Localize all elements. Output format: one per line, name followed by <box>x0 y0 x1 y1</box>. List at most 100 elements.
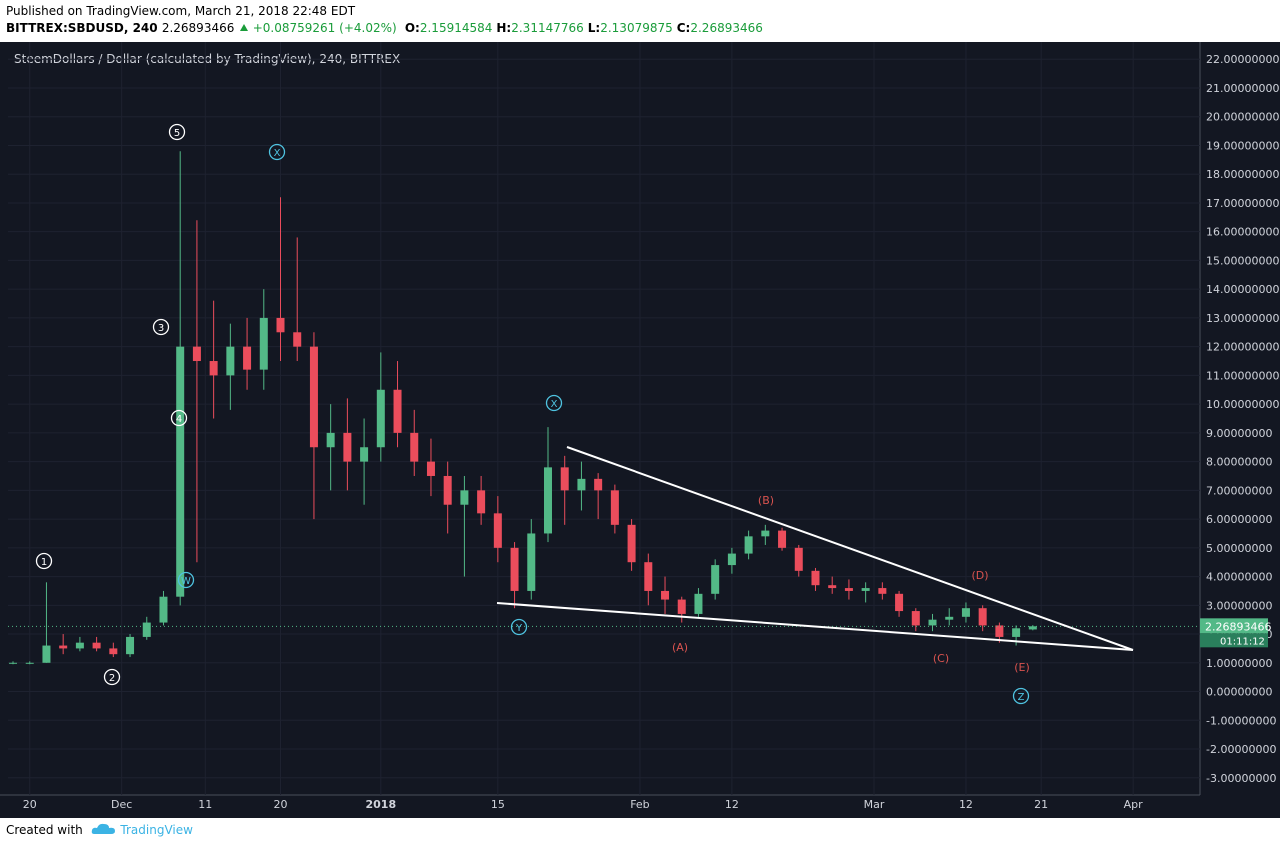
last: 2.26893466 <box>161 21 235 35</box>
wave-circle <box>1012 687 1030 705</box>
wave-circle <box>510 618 528 636</box>
y-tick-label: 18.00000000 <box>1206 168 1279 181</box>
y-tick-label: 22.00000000 <box>1206 53 1279 66</box>
wave-label: 2 <box>109 673 115 684</box>
candle-body <box>426 461 435 476</box>
wave-label: 1 <box>41 557 47 568</box>
candle-body <box>25 662 34 664</box>
candle-body <box>560 467 569 491</box>
y-tick-label: 15.00000000 <box>1206 254 1279 267</box>
candle-body <box>9 662 18 664</box>
candle-body <box>694 593 703 614</box>
candle-body <box>460 490 469 505</box>
candle-body <box>293 332 302 347</box>
y-tick-label: 21.00000000 <box>1206 82 1279 95</box>
header: Published on TradingView.com, March 21, … <box>0 0 1280 42</box>
wave-label: 4 <box>176 414 182 425</box>
y-tick-label: 14.00000000 <box>1206 283 1279 296</box>
wave-circle <box>168 123 186 141</box>
candle-body <box>126 636 135 655</box>
candle-body <box>243 346 252 370</box>
candle-body <box>861 588 870 591</box>
y-tick-label: 8.00000000 <box>1206 456 1272 469</box>
candle-body <box>577 478 586 491</box>
candle-body <box>627 524 636 563</box>
y-tick-label: 3.00000000 <box>1206 599 1272 612</box>
wave-label: Z <box>1018 692 1025 703</box>
y-tick-label: 13.00000000 <box>1206 312 1279 325</box>
ohlc-label: H: <box>496 21 512 35</box>
x-tick-label: 2018 <box>366 798 397 811</box>
x-tick-label: Feb <box>630 798 649 811</box>
x-tick-label: 20 <box>274 798 288 811</box>
candle-body <box>978 608 987 626</box>
wave-label: Y <box>515 623 523 634</box>
candle-body <box>844 588 853 591</box>
trend-line <box>496 602 1134 651</box>
candle-body <box>393 389 402 433</box>
y-tick-label: -3.00000000 <box>1206 772 1276 785</box>
candle-body <box>443 475 452 505</box>
ohlc-label: O: <box>404 21 420 35</box>
candle-body <box>259 317 268 370</box>
y-tick-label: 0.00000000 <box>1206 686 1272 699</box>
trend-line <box>566 446 1134 651</box>
candle-body <box>75 642 84 649</box>
candle-body <box>42 645 51 663</box>
wave-label: X <box>274 148 281 159</box>
countdown-bg <box>1200 633 1268 648</box>
y-tick-label: 1.00000000 <box>1206 657 1272 670</box>
ohlc: O:2.15914584 H:2.31147766 L:2.13079875 C:2.… <box>401 21 763 35</box>
candle-body <box>711 565 720 594</box>
x-tick-label: Dec <box>111 798 132 811</box>
x-tick-label: 20 <box>23 798 37 811</box>
x-tick-label: 21 <box>1034 798 1048 811</box>
candle-body <box>761 530 770 537</box>
candle-body <box>610 490 619 525</box>
candle-body <box>778 530 787 548</box>
change: +0.08759261 (+4.02%) <box>252 21 397 35</box>
candle-body <box>477 490 486 514</box>
candle-body <box>1012 628 1021 637</box>
candle-body <box>276 317 285 333</box>
up-arrow <box>239 24 248 31</box>
wave-label: (D) <box>971 569 988 582</box>
candle-body <box>794 547 803 571</box>
ohlc-value: 2.15914584 <box>419 21 493 35</box>
candle-body <box>142 622 151 637</box>
y-tick-label: 6.00000000 <box>1206 513 1272 526</box>
ohlc-value: 2.26893466 <box>690 21 763 35</box>
candle-body <box>376 389 385 448</box>
x-tick-label: Mar <box>864 798 885 811</box>
wave-circle <box>152 318 170 336</box>
candle-body <box>727 553 736 566</box>
candle-body <box>343 432 352 462</box>
ohlc-label: C: <box>676 21 691 35</box>
symbol: BITTREX:SBDUSD, 240 <box>6 21 158 35</box>
y-tick-label: 16.00000000 <box>1206 226 1279 239</box>
candle-body <box>510 547 519 591</box>
y-tick-label: -1.00000000 <box>1206 714 1276 727</box>
y-tick-label: 10.00000000 <box>1206 398 1279 411</box>
candle-body <box>677 599 686 614</box>
y-tick-label: 19.00000000 <box>1206 139 1279 152</box>
candle-body <box>828 585 837 589</box>
y-tick-label: 12.00000000 <box>1206 341 1279 354</box>
candle-body <box>811 570 820 586</box>
countdown: 01:11:12 <box>1220 636 1265 647</box>
wave-label: (A) <box>672 641 688 654</box>
y-tick-label: 5.00000000 <box>1206 542 1272 555</box>
x-tick-label: 12 <box>725 798 739 811</box>
y-tick-label: 9.00000000 <box>1206 427 1272 440</box>
footer: Created with TradingView <box>6 822 193 837</box>
candle-body <box>326 432 335 448</box>
candle-body <box>527 533 536 591</box>
y-tick-label: 4.00000000 <box>1206 571 1272 584</box>
ohlc-value: 2.13079875 <box>600 21 673 35</box>
y-tick-label: 17.00000000 <box>1206 197 1279 210</box>
candle-body <box>543 467 552 534</box>
candle-body <box>159 596 168 623</box>
wave-label: 5 <box>174 128 180 139</box>
logo <box>91 823 115 834</box>
wave-label: (B) <box>758 494 774 507</box>
